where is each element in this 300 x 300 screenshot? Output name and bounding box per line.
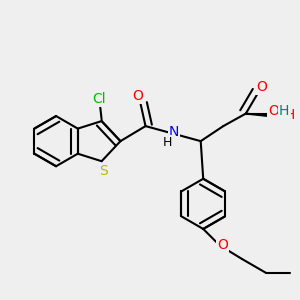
Text: S: S [99, 164, 107, 178]
Text: O: O [217, 238, 228, 252]
Text: N: N [169, 125, 179, 139]
Text: H: H [163, 136, 172, 149]
Text: OH: OH [274, 108, 296, 122]
Text: Cl: Cl [92, 92, 106, 106]
Text: O: O [256, 80, 267, 94]
Text: O: O [132, 89, 143, 103]
Text: H: H [279, 103, 290, 118]
Text: O: O [268, 103, 279, 118]
